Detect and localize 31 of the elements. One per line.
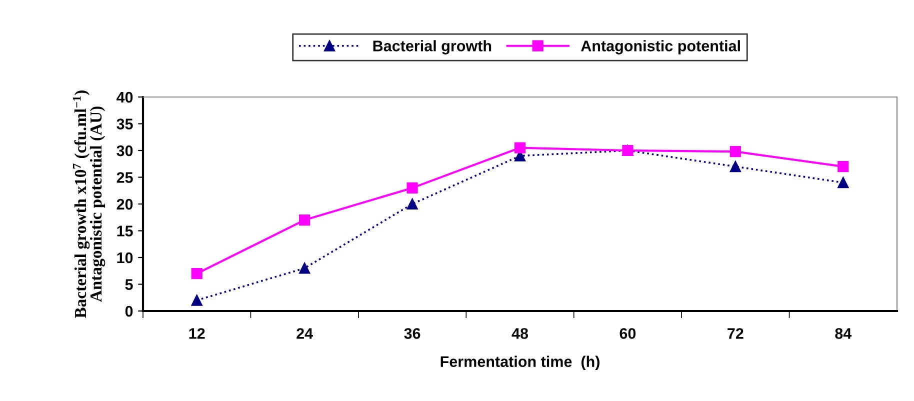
x-axis-title: Fermentation time (h) <box>440 356 600 370</box>
x-tick-label: 48 <box>512 328 528 339</box>
x-tick-label: 72 <box>728 328 744 339</box>
point <box>191 268 202 280</box>
x-tick-label: 60 <box>620 328 636 339</box>
y-tick-label: 25 <box>116 172 133 183</box>
x-tick-label: 12 <box>189 328 205 339</box>
y-tick-label: 20 <box>116 198 133 210</box>
point <box>299 262 310 274</box>
point <box>299 214 310 226</box>
point <box>730 146 741 158</box>
legend-label: Antagonistic potential <box>581 40 740 54</box>
y-tick-label: 40 <box>116 92 133 103</box>
y-tick-label: 10 <box>117 252 133 264</box>
y-tick-label: 5 <box>125 279 133 290</box>
point <box>838 160 849 172</box>
y-tick-label: 35 <box>116 118 133 130</box>
y-tick-label: 15 <box>117 226 133 236</box>
y-tick-label: 30 <box>116 145 133 156</box>
x-tick-label: 24 <box>296 328 313 339</box>
y-tick-label: 0 <box>125 306 133 317</box>
point <box>730 160 741 172</box>
x-tick-label: 36 <box>404 328 420 339</box>
point <box>406 182 418 194</box>
legend-label: Bacterial growth <box>373 40 492 54</box>
point <box>838 177 849 188</box>
point <box>191 294 202 306</box>
x-tick-label: 84 <box>835 328 852 339</box>
point <box>514 142 526 154</box>
point <box>406 198 418 210</box>
y-axis-title: Bacterial growth x10$^{7}$ (cfu.ml$^{−1}$) Antagonistic potential (AU) <box>72 90 106 318</box>
